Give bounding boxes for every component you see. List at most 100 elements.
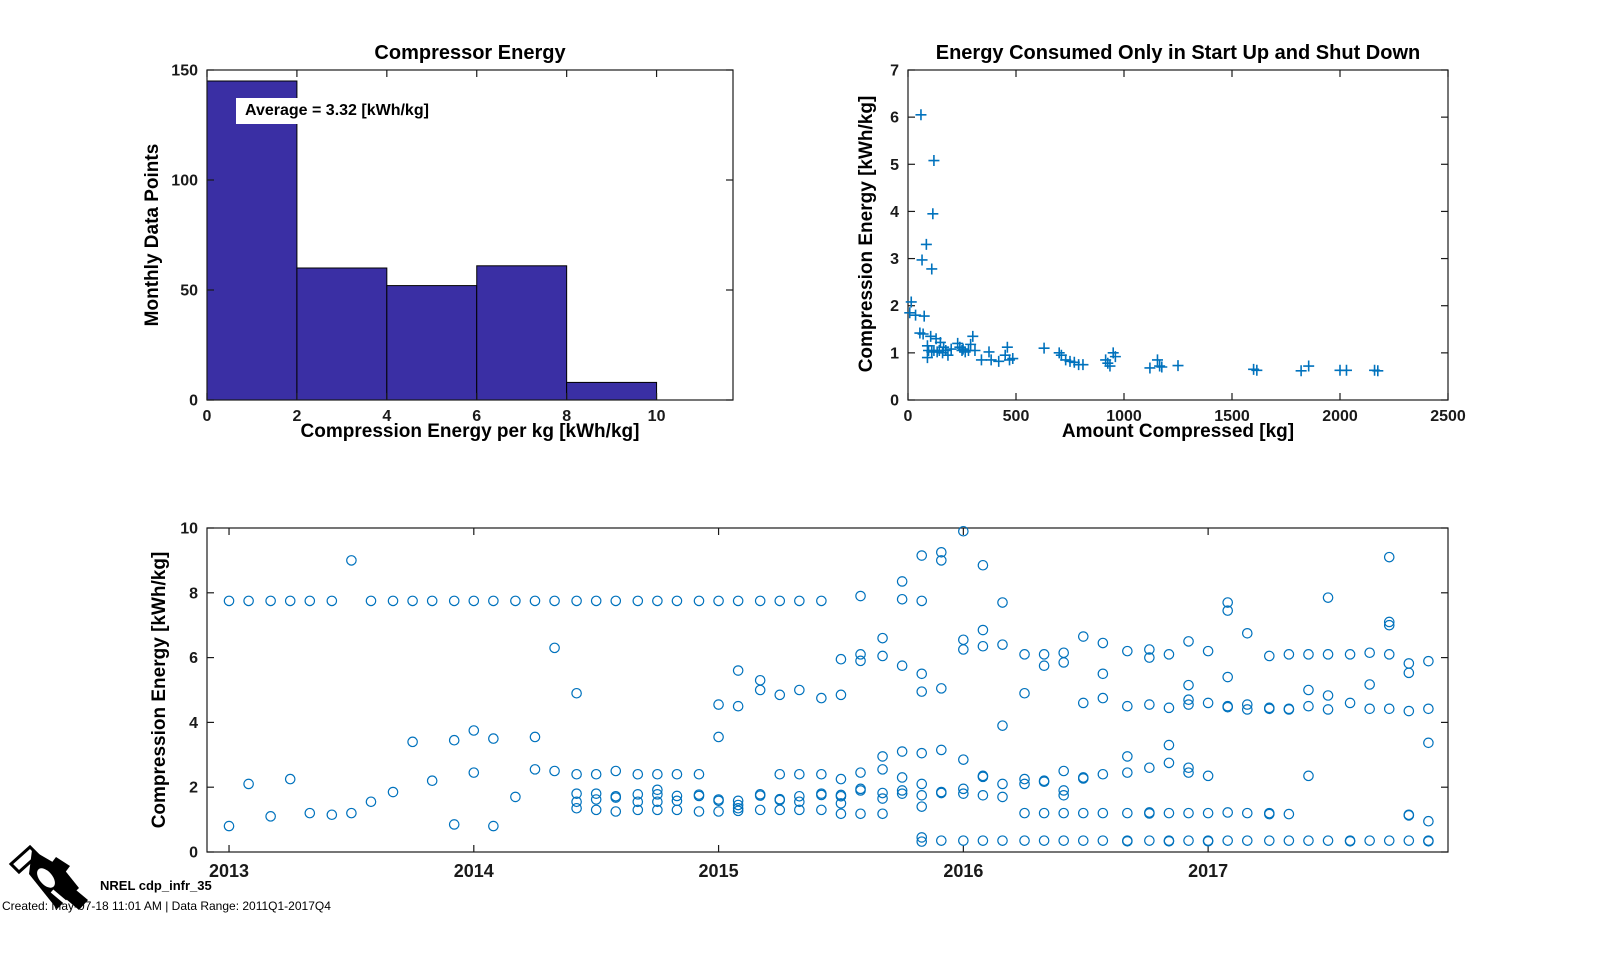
data-point-circle	[794, 768, 805, 780]
data-point-circle	[916, 801, 928, 812]
data-point-circle	[877, 808, 888, 820]
data-point-circle	[1241, 835, 1253, 846]
data-point-circle	[916, 789, 928, 801]
data-point-circle	[1019, 807, 1030, 819]
data-point-circle	[387, 786, 399, 798]
data-point-circle	[877, 632, 888, 644]
data-point-circle	[732, 795, 744, 807]
data-point-circle	[1038, 649, 1050, 660]
data-point-circle	[1144, 762, 1155, 774]
y-tick-label: 150	[171, 63, 198, 80]
data-point-circle	[1163, 739, 1175, 751]
y-tick-label: 6	[189, 650, 198, 667]
data-point-circle	[1144, 835, 1155, 846]
startup-scatter-ylabel: Compression Energy [kWh/kg]	[856, 95, 877, 373]
data-point-plus	[1104, 360, 1116, 372]
data-point-circle	[1423, 815, 1434, 827]
data-point-circle	[816, 804, 827, 816]
data-point-circle	[571, 788, 582, 799]
data-point-circle	[1423, 836, 1434, 847]
data-point-circle	[1222, 807, 1234, 818]
data-point-circle	[1019, 835, 1030, 846]
data-point-circle	[1077, 773, 1089, 784]
data-point-plus	[965, 338, 977, 350]
data-point-circle	[1322, 704, 1334, 715]
data-point-circle	[590, 804, 602, 816]
data-point-circle	[877, 787, 888, 799]
timeseries-scatter-plot-box	[206, 527, 1449, 853]
data-point-circle	[693, 806, 705, 817]
histogram-bar	[296, 267, 388, 401]
data-point-circle	[835, 790, 847, 802]
data-point-circle	[835, 808, 847, 820]
data-point-circle	[713, 595, 724, 607]
data-point-circle	[223, 595, 235, 607]
x-tick-label: 2017	[1188, 861, 1228, 881]
data-point-circle	[223, 820, 235, 832]
data-point-circle	[448, 734, 460, 746]
data-point-circle	[774, 804, 786, 816]
data-point-circle	[693, 790, 705, 802]
data-point-plus	[993, 355, 1005, 367]
data-point-circle	[1058, 765, 1070, 777]
data-point-plus	[920, 238, 932, 250]
data-point-circle	[855, 785, 866, 796]
data-point-circle	[936, 744, 947, 756]
data-point-circle	[977, 789, 989, 801]
data-point-circle	[896, 576, 908, 587]
data-point-plus	[983, 346, 995, 358]
timeseries-ylabel: Compression Energy [kWh/kg]	[149, 551, 170, 829]
data-point-circle	[754, 684, 766, 696]
data-point-circle	[304, 807, 316, 819]
data-point-circle	[958, 788, 969, 799]
x-tick-label: 2500	[1430, 408, 1466, 425]
data-point-plus	[1251, 364, 1263, 376]
y-tick-label: 2	[890, 298, 899, 315]
data-point-plus	[916, 254, 928, 266]
data-point-circle	[1364, 679, 1375, 690]
data-point-circle	[936, 555, 947, 566]
data-point-circle	[835, 798, 847, 809]
data-point-circle	[529, 731, 541, 743]
data-point-circle	[1122, 767, 1133, 778]
data-point-circle	[346, 807, 357, 819]
data-point-circle	[877, 650, 888, 662]
y-tick-label: 4	[890, 204, 899, 221]
data-point-circle	[1183, 694, 1194, 706]
data-point-circle	[774, 768, 786, 780]
data-point-circle	[896, 593, 908, 605]
data-point-circle	[571, 595, 582, 607]
data-point-circle	[936, 683, 947, 694]
data-point-plus	[1144, 362, 1156, 374]
data-point-circle	[1183, 835, 1194, 846]
data-point-circle	[896, 746, 908, 757]
data-point-circle	[448, 595, 460, 607]
data-point-circle	[877, 793, 888, 804]
data-point-circle	[1364, 835, 1375, 846]
data-point-plus	[940, 345, 952, 356]
data-point-circle	[1202, 697, 1214, 709]
y-tick-label: 50	[180, 283, 198, 300]
data-point-circle	[1264, 650, 1275, 662]
data-point-plus	[926, 263, 938, 275]
data-point-circle	[997, 720, 1008, 731]
data-point-circle	[977, 559, 989, 571]
data-point-circle	[794, 595, 805, 607]
x-tick-label: 2014	[454, 861, 494, 881]
data-point-circle	[1122, 751, 1133, 762]
data-point-plus	[915, 109, 927, 121]
data-point-circle	[1344, 697, 1356, 709]
data-point-circle	[1364, 703, 1375, 715]
data-point-circle	[1202, 836, 1214, 847]
data-point-circle	[326, 595, 338, 607]
y-tick-label: 0	[189, 845, 198, 862]
data-point-plus	[921, 352, 933, 364]
data-point-circle	[1344, 836, 1356, 847]
data-point-circle	[916, 668, 928, 680]
data-point-circle	[1077, 697, 1089, 709]
data-point-circle	[774, 595, 786, 607]
data-point-circle	[448, 819, 460, 830]
data-point-circle	[468, 725, 480, 736]
data-point-circle	[1163, 836, 1175, 847]
